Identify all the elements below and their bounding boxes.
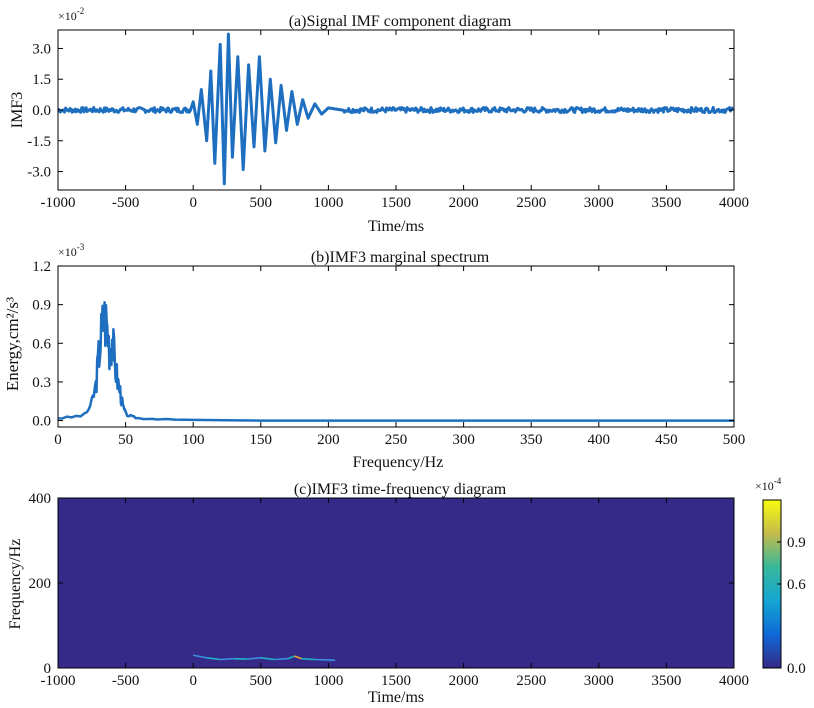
panel-a-ytick-label: -3.0 bbox=[27, 165, 51, 181]
panel-a-xtick-label: 1000 bbox=[313, 195, 343, 211]
tf-trace-segment bbox=[301, 657, 315, 661]
panel-c-xtick-label: 500 bbox=[250, 673, 273, 689]
panel-b-title: (b)IMF3 marginal spectrum bbox=[311, 249, 490, 266]
panel-a-ytick-label: -1.5 bbox=[27, 134, 51, 150]
panel-b-xtick-label: 50 bbox=[118, 432, 133, 448]
panel-b-xtick-label: 100 bbox=[182, 432, 205, 448]
panel-c-xtick-label: 2500 bbox=[516, 673, 546, 689]
tf-trace-segment bbox=[220, 657, 234, 661]
panel-c-ytick-label: 400 bbox=[29, 491, 52, 507]
panel-b-ytick-label: 0.0 bbox=[32, 414, 51, 430]
panel-c-ytick-label: 200 bbox=[29, 576, 52, 592]
tf-trace-segment bbox=[294, 655, 302, 660]
panel-c-xtick-label: 3000 bbox=[584, 673, 614, 689]
colorbar-tick-label: 0.0 bbox=[787, 661, 806, 677]
panel-b-xtick-label: 150 bbox=[250, 432, 273, 448]
tf-trace-segment bbox=[287, 655, 295, 660]
panel-b-ytick-label: 1.2 bbox=[32, 259, 51, 275]
panel-a-ytick-label: 1.5 bbox=[32, 72, 51, 88]
panel-b-xtick-label: 400 bbox=[588, 432, 611, 448]
tf-trace-segment bbox=[247, 657, 261, 660]
panel-b-ylabel: Energy,cm²/s³ bbox=[3, 297, 22, 391]
panel-c-xtick-label: 0 bbox=[189, 673, 197, 689]
panel-c-xtick-label: 3500 bbox=[651, 673, 681, 689]
panel-b-ytick-label: 0.6 bbox=[32, 336, 51, 352]
panel-b-xtick-label: 450 bbox=[655, 432, 678, 448]
panel-a-xtick-label: 0 bbox=[189, 195, 197, 211]
panel-c-xlabel: Time/ms bbox=[368, 689, 424, 706]
panel-c-title: (c)IMF3 time-frequency diagram bbox=[294, 481, 507, 498]
tf-trace-segment bbox=[260, 657, 275, 661]
panel-b-xtick-label: 300 bbox=[452, 432, 475, 448]
panel-a-xtick-label: 3000 bbox=[584, 195, 614, 211]
panel-a-ylabel: IMF3 bbox=[9, 92, 26, 128]
panel-c-xtick-label: 2000 bbox=[449, 673, 479, 689]
panel-b-ytick-label: 0.3 bbox=[32, 375, 51, 391]
panel-a-title: (a)Signal IMF component diagram bbox=[289, 13, 512, 30]
panel-b-xlabel: Frequency/Hz bbox=[353, 454, 444, 471]
marginal-spectrum-line bbox=[57, 301, 734, 422]
tf-trace-segment bbox=[274, 657, 288, 661]
panel-b-ytick-label: 0.9 bbox=[32, 298, 51, 314]
panel-a-xlabel: Time/ms bbox=[368, 218, 424, 235]
panel-c-xtick-label: -1000 bbox=[41, 673, 76, 689]
panel-b-xtick-label: 0 bbox=[54, 432, 62, 448]
panel-b-xtick-label: 350 bbox=[520, 432, 543, 448]
panel-a-xtick-label: 500 bbox=[250, 195, 273, 211]
colorbar-tick-label: 0.6 bbox=[787, 577, 806, 593]
panel-a-ytick-label: 3.0 bbox=[32, 41, 51, 57]
panel-a-ytick-label: 0.0 bbox=[32, 103, 51, 119]
panel-a-xtick-label: 1500 bbox=[381, 195, 411, 211]
panel-c-xtick-label: 1500 bbox=[381, 673, 411, 689]
panel-b-exponent: ×10-3 bbox=[58, 242, 85, 259]
imf3-signal-line bbox=[57, 32, 735, 186]
colorbar-exponent: ×10-4 bbox=[755, 476, 782, 493]
panel-a: (a)Signal IMF component diagram ×10-2 IM… bbox=[9, 6, 749, 235]
panel-a-xtick-label: -500 bbox=[112, 195, 140, 211]
heatmap-field bbox=[58, 498, 734, 668]
panel-a-xtick-label: -1000 bbox=[41, 195, 76, 211]
panel-b-xtick-label: 250 bbox=[385, 432, 408, 448]
panel-a-xtick-label: 4000 bbox=[719, 195, 749, 211]
panel-a-xtick-label: 2500 bbox=[516, 195, 546, 211]
panel-c-xtick-label: -500 bbox=[112, 673, 140, 689]
tf-trace-segment bbox=[193, 654, 207, 659]
panel-b-plot-frame bbox=[57, 265, 735, 428]
tf-trace-segment bbox=[206, 657, 221, 661]
panel-c-xtick-label: 4000 bbox=[719, 673, 749, 689]
panel-c-ytick-label: 0 bbox=[44, 661, 52, 677]
panel-b: (b)IMF3 marginal spectrum ×10-3 Energy,c… bbox=[3, 242, 745, 471]
panel-c-ylabel: Frequency/Hz bbox=[7, 539, 24, 630]
panel-c-xtick-label: 1000 bbox=[313, 673, 343, 689]
panel-c: (c)IMF3 time-frequency diagram Frequency… bbox=[7, 476, 806, 706]
panel-a-xtick-label: 2000 bbox=[449, 195, 479, 211]
panel-b-xtick-label: 200 bbox=[317, 432, 340, 448]
panel-a-xtick-label: 3500 bbox=[651, 195, 681, 211]
panel-b-xtick-label: 500 bbox=[723, 432, 746, 448]
panel-a-exponent: ×10-2 bbox=[58, 6, 84, 23]
colorbar-tick-label: 0.9 bbox=[787, 535, 806, 551]
